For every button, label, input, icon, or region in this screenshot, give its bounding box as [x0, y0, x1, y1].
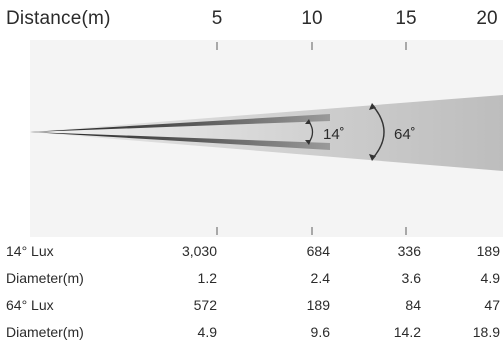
cell-15m: 84 [405, 297, 421, 313]
wide-angle-arrow-top [369, 103, 376, 110]
narrow-angle-label: 14˚ [323, 126, 345, 143]
cell-5m: 572 [193, 297, 217, 313]
distance-tick-15: 15 [395, 8, 417, 29]
distance-tick-20: 20 [476, 8, 498, 29]
cell-20m: 18.9 [472, 324, 500, 340]
table-row-14-lux: 14° Lux 3,030 684 336 189 [0, 243, 503, 265]
wide-angle-label: 64˚ [394, 126, 416, 143]
narrow-angle-arrow-bottom [305, 140, 311, 145]
row-label: 14° Lux [6, 243, 54, 259]
distance-header-label: Distance(m) [6, 8, 111, 29]
table-row-64-lux: 64° Lux 572 189 84 47 [0, 297, 503, 319]
narrow-beam-core [30, 121, 330, 143]
cell-5m: 3,030 [181, 243, 217, 259]
cell-15m: 3.6 [401, 270, 421, 286]
cell-20m: 4.9 [480, 270, 500, 286]
row-label: 64° Lux [6, 297, 54, 313]
cell-10m: 9.6 [310, 324, 330, 340]
cell-5m: 4.9 [197, 324, 217, 340]
table-row-64-diameter: Diameter(m) 4.9 9.6 14.2 18.9 [0, 324, 503, 346]
cell-10m: 2.4 [310, 270, 330, 286]
wide-angle-arc [372, 105, 385, 159]
cell-20m: 189 [476, 243, 500, 259]
cell-15m: 14.2 [393, 324, 421, 340]
row-label: Diameter(m) [6, 270, 84, 286]
cell-15m: 336 [397, 243, 421, 259]
table-row-14-diameter: Diameter(m) 1.2 2.4 3.6 4.9 [0, 270, 503, 292]
cell-10m: 189 [306, 297, 330, 313]
distance-tick-5: 5 [211, 8, 223, 29]
wide-angle-arrow-bottom [369, 154, 376, 161]
cell-20m: 47 [484, 297, 500, 313]
row-label: Diameter(m) [6, 324, 84, 340]
narrow-angle-arrow-top [305, 119, 311, 124]
cell-10m: 684 [306, 243, 330, 259]
distance-tick-10: 10 [301, 8, 323, 29]
cell-5m: 1.2 [197, 270, 217, 286]
